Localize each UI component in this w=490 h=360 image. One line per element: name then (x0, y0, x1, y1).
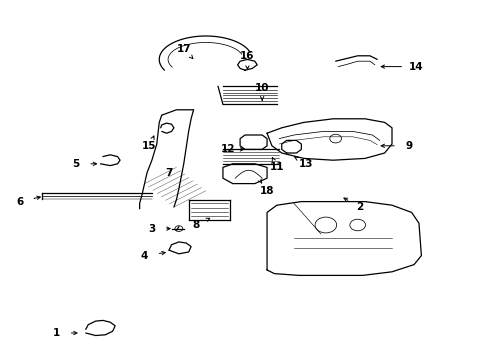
Text: 7: 7 (165, 168, 173, 178)
Text: 1: 1 (53, 328, 60, 338)
Text: 14: 14 (409, 62, 424, 72)
Text: 17: 17 (176, 44, 191, 54)
Text: 5: 5 (73, 159, 79, 169)
Text: 12: 12 (220, 144, 235, 154)
Text: 18: 18 (260, 186, 274, 196)
Text: 15: 15 (142, 141, 157, 151)
Text: 4: 4 (141, 251, 148, 261)
Text: 13: 13 (299, 159, 314, 169)
Text: 16: 16 (240, 51, 255, 61)
Text: 2: 2 (357, 202, 364, 212)
Text: 10: 10 (255, 83, 270, 93)
Text: 11: 11 (270, 162, 284, 172)
Text: 3: 3 (148, 224, 155, 234)
Text: 9: 9 (406, 141, 413, 151)
Text: 6: 6 (16, 197, 23, 207)
Text: 8: 8 (193, 220, 199, 230)
